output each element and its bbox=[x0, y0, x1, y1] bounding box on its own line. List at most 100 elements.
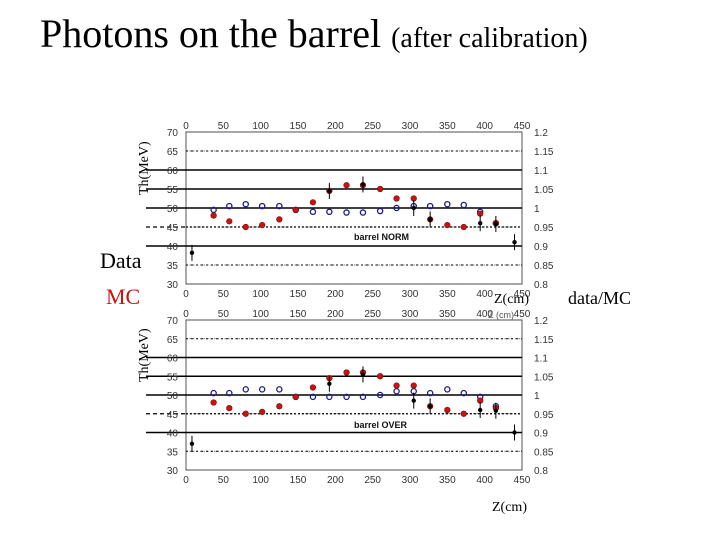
mc-point bbox=[444, 406, 451, 414]
data-point bbox=[309, 393, 317, 401]
x-tick-label-bottom: 50 bbox=[218, 289, 230, 300]
right-y-tick-label: 1.15 bbox=[534, 147, 554, 158]
right-y-tick-label: 1.1 bbox=[534, 354, 548, 365]
overlay-axis-text: Z (cm) bbox=[488, 310, 514, 320]
legend-data: Data bbox=[100, 248, 142, 273]
x-tick-label-top: 300 bbox=[402, 309, 419, 320]
data-point bbox=[359, 393, 367, 401]
right-axis-label: data/MC bbox=[568, 288, 631, 308]
mc-point bbox=[242, 223, 249, 231]
x-tick-label-bottom: 0 bbox=[183, 289, 189, 300]
mc-point bbox=[276, 403, 283, 410]
ratio-point bbox=[360, 182, 366, 187]
x-tick-label-bottom: 100 bbox=[252, 289, 269, 300]
y-tick-label: 50 bbox=[167, 391, 179, 402]
data-point bbox=[226, 389, 233, 397]
mc-point bbox=[210, 212, 217, 219]
x-tick-label-top: 250 bbox=[364, 309, 381, 320]
x-tick-label-bottom: 350 bbox=[439, 475, 456, 486]
mc-point bbox=[460, 223, 467, 231]
data-point bbox=[276, 202, 283, 210]
y-tick-label: 60 bbox=[167, 166, 179, 177]
data-point bbox=[343, 209, 350, 216]
right-y-tick-label: 0.95 bbox=[534, 223, 554, 234]
x-tick-label-bottom: 350 bbox=[439, 289, 456, 300]
data-point bbox=[226, 202, 233, 210]
mc-point bbox=[377, 185, 384, 193]
ratio-point bbox=[360, 372, 366, 377]
x-tick-label-top: 50 bbox=[218, 309, 230, 320]
x-tick-label-bottom: 0 bbox=[183, 475, 189, 486]
right-y-tick-label: 1 bbox=[534, 391, 540, 402]
chart-panel-1: 30 35 40 45 50 55 60 65 70 0.8 0.85 0.9 0.95 1 1.05 1.1… bbox=[146, 121, 554, 300]
data-point bbox=[460, 389, 468, 397]
right-y-tick-label: 0.9 bbox=[534, 242, 548, 253]
x-axis-label-top: Z(cm) bbox=[494, 292, 529, 307]
x-tick-label-top: 300 bbox=[402, 121, 419, 132]
y-tick-label: 55 bbox=[167, 372, 179, 383]
x-tick-label-top: 0 bbox=[183, 309, 189, 320]
mc-point bbox=[242, 410, 249, 417]
y-tick-label: 40 bbox=[167, 429, 179, 440]
data-point bbox=[210, 206, 217, 214]
x-tick-label-bottom: 150 bbox=[290, 475, 307, 486]
data-point bbox=[426, 202, 434, 210]
mc-point bbox=[259, 222, 266, 229]
x-tick-label-bottom: 450 bbox=[514, 475, 531, 486]
mc-point bbox=[309, 199, 317, 206]
x-axis-label-bottom: Z(cm) bbox=[492, 500, 527, 515]
panel-label: barrel OVER bbox=[354, 420, 408, 430]
x-tick-label-bottom: 400 bbox=[476, 289, 493, 300]
right-y-tick-label: 1.2 bbox=[534, 128, 548, 139]
x-tick-label-top: 250 bbox=[364, 121, 381, 132]
data-point bbox=[210, 389, 217, 397]
y-tick-label: 30 bbox=[167, 466, 179, 477]
data-point bbox=[343, 393, 350, 401]
ratio-point bbox=[327, 188, 332, 194]
x-tick-label-top: 100 bbox=[252, 309, 269, 320]
ratio-point bbox=[512, 240, 517, 245]
x-tick-label-top: 450 bbox=[514, 121, 531, 132]
page-title: Photons on the barrel (after calibration… bbox=[40, 11, 588, 56]
x-tick-label-top: 50 bbox=[218, 121, 230, 132]
x-tick-label-top: 350 bbox=[439, 121, 456, 132]
x-tick-label-bottom: 50 bbox=[218, 475, 230, 486]
data-point bbox=[393, 204, 400, 212]
data-point bbox=[242, 386, 249, 393]
y-tick-label: 60 bbox=[167, 354, 179, 365]
y-tick-label: 30 bbox=[167, 280, 179, 291]
mc-point bbox=[276, 216, 283, 223]
right-y-tick-label: 0.9 bbox=[534, 429, 548, 440]
right-y-tick-label: 1.2 bbox=[534, 316, 548, 327]
mc-point bbox=[393, 382, 400, 389]
x-tick-label-bottom: 250 bbox=[364, 289, 381, 300]
mc-point bbox=[259, 408, 266, 415]
mc-point bbox=[460, 410, 467, 417]
ratio-point bbox=[477, 221, 483, 226]
mc-point bbox=[393, 195, 400, 202]
y-tick-label: 50 bbox=[167, 204, 179, 215]
right-y-tick-label: 1.05 bbox=[534, 185, 554, 196]
data-point bbox=[242, 200, 249, 208]
mc-point bbox=[410, 382, 417, 389]
mc-point bbox=[343, 182, 350, 189]
right-y-tick-label: 0.8 bbox=[534, 280, 548, 291]
x-tick-label-top: 400 bbox=[476, 309, 493, 320]
x-tick-label-bottom: 150 bbox=[290, 289, 307, 300]
y-tick-label: 65 bbox=[167, 147, 179, 158]
mc-point bbox=[226, 405, 233, 412]
mc-point bbox=[377, 373, 384, 380]
x-tick-label-top: 200 bbox=[327, 121, 344, 132]
ratio-point bbox=[411, 205, 416, 211]
x-tick-label-top: 150 bbox=[290, 309, 307, 320]
data-point bbox=[376, 391, 384, 399]
x-tick-label-bottom: 100 bbox=[252, 475, 269, 486]
right-y-tick-label: 0.95 bbox=[534, 410, 554, 421]
x-tick-label-top: 0 bbox=[183, 121, 189, 132]
mc-point bbox=[292, 206, 299, 213]
x-tick-label-bottom: 200 bbox=[327, 475, 344, 486]
mc-point bbox=[226, 218, 233, 225]
data-point bbox=[276, 386, 283, 393]
x-tick-label-bottom: 450 bbox=[514, 289, 531, 300]
